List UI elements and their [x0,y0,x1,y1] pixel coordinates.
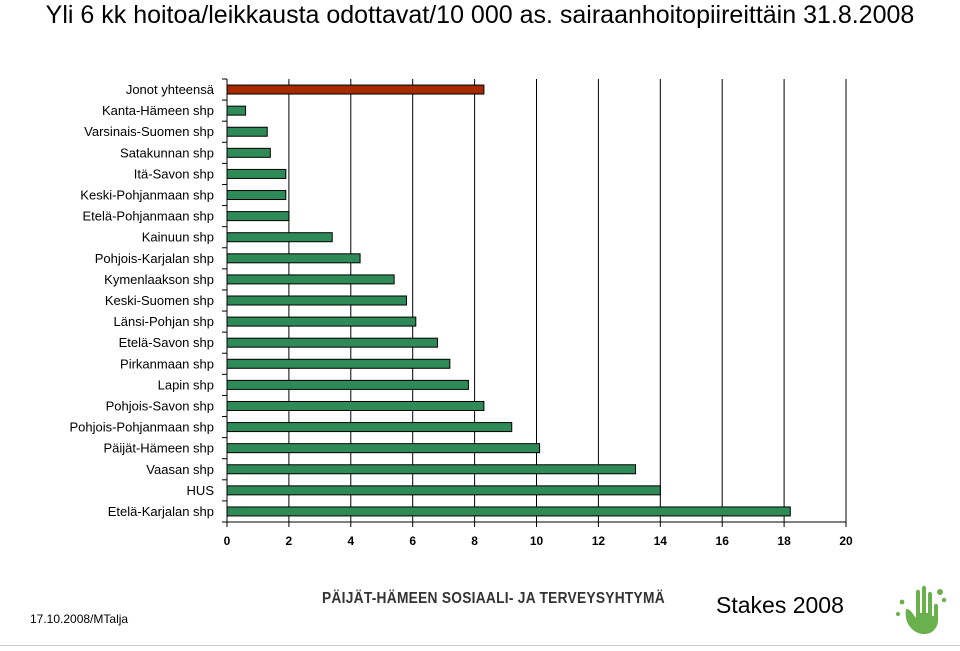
bar-17 [226,443,541,454]
bar-4 [226,168,287,179]
bar-7 [226,232,333,243]
bar-8 [226,253,361,264]
category-label-15: Pohjois-Savon shp [106,398,214,413]
bottom-divider [0,645,960,646]
category-label-14: Lapin shp [158,377,214,392]
hand-logo-icon [896,585,947,635]
chart-title: Yli 6 kk hoitoa/leikkausta odottavat/10 … [45,1,915,29]
x-tick-label-2: 4 [347,534,354,548]
bar-18 [226,464,637,475]
bar-10 [226,295,408,306]
category-label-18: Vaasan shp [146,462,214,477]
x-tick-label-3: 6 [409,534,416,548]
category-label-4: Itä-Savon shp [134,166,214,181]
x-tick-label-4: 8 [471,534,478,548]
category-label-11: Länsi-Pohjan shp [114,314,214,329]
x-tick-label-7: 14 [654,534,668,548]
category-label-19: HUS [187,483,215,498]
x-tick-label-6: 12 [592,534,606,548]
x-tick-label-0: 0 [224,534,231,548]
footer-date: 17.10.2008/MTalja [30,612,129,626]
bars [226,84,791,517]
category-label-20: Etelä-Karjalan shp [108,504,214,519]
bar-6 [226,211,290,222]
bar-chart: Jonot yhteensä Kanta-Hämeen shp Varsinais-… [69,78,853,548]
bar-0 [226,84,485,95]
x-tick-label-5: 10 [530,534,544,548]
bar-2 [226,126,268,137]
category-label-10: Keski-Suomen shp [105,293,214,308]
category-label-7: Kainuun shp [142,230,214,245]
category-label-16: Pohjois-Pohjanmaan shp [69,420,214,435]
axes [222,78,847,527]
bar-14 [226,379,469,390]
bar-1 [226,105,247,116]
bar-13 [226,358,451,369]
category-label-1: Kanta-Hämeen shp [102,103,214,118]
category-labels: Jonot yhteensä Kanta-Hämeen shp Varsinais-… [69,82,214,519]
category-label-13: Pirkanmaan shp [120,356,214,371]
bar-16 [226,422,513,433]
bar-15 [226,400,485,411]
bar-19 [226,485,661,496]
bar-5 [226,190,287,201]
x-tick-label-10: 20 [839,534,853,548]
category-label-3: Satakunnan shp [120,145,214,160]
category-label-9: Kymenlaakson shp [104,272,214,287]
x-tick-label-1: 2 [286,534,293,548]
category-label-17: Päijät-Hämeen shp [103,441,214,456]
x-tick-label-9: 18 [777,534,791,548]
footer-organization: PÄIJÄT-HÄMEEN SOSIAALI- JA TERVEYSYHTYMÄ [322,590,665,607]
category-label-6: Etelä-Pohjanmaan shp [82,209,214,224]
bar-20 [226,506,791,517]
footer-source: Stakes 2008 [716,592,844,618]
category-label-2: Varsinais-Suomen shp [84,124,214,139]
bar-3 [226,147,271,158]
category-label-12: Etelä-Savon shp [119,335,214,350]
x-tick-label-8: 16 [716,534,730,548]
bar-11 [226,316,417,327]
category-label-8: Pohjois-Karjalan shp [95,251,214,266]
x-tick-labels: 0 2 4 6 8 10 12 14 16 18 20 [224,534,853,548]
category-label-5: Keski-Pohjanmaan shp [80,188,214,203]
bar-12 [226,337,438,348]
bar-9 [226,274,395,285]
category-label-0: Jonot yhteensä [126,82,215,97]
